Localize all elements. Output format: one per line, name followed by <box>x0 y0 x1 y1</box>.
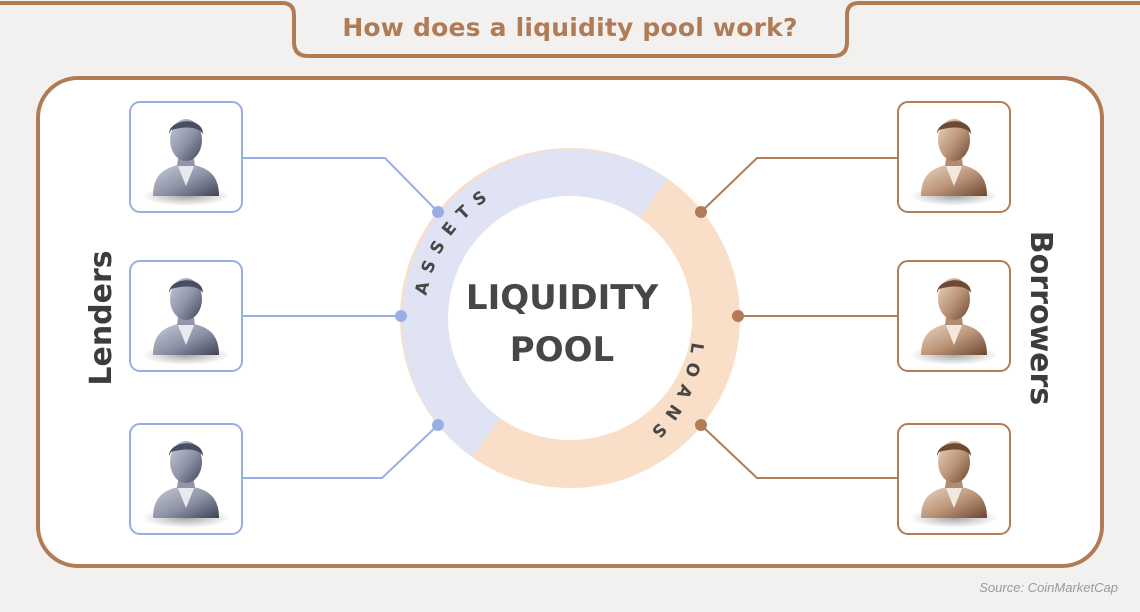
borrower-1 <box>897 101 1011 213</box>
borrower-dot-1 <box>695 206 707 218</box>
borrower-3 <box>897 423 1011 535</box>
lender-connector-1 <box>243 157 439 213</box>
pool-title: LIQUIDITY POOL <box>452 272 672 376</box>
title-tab <box>0 1 1140 58</box>
lender-dot-1 <box>432 206 444 218</box>
lender-connector-3 <box>243 424 439 479</box>
pool-title-line1: LIQUIDITY <box>465 278 659 318</box>
lender-dots <box>395 206 444 431</box>
lender-connectors <box>243 157 439 479</box>
lender-dot-2 <box>395 310 407 322</box>
borrower-connectors <box>700 157 897 479</box>
borrower-dot-3 <box>695 419 707 431</box>
lender-2 <box>129 260 243 372</box>
pool-title-line2: POOL <box>509 330 615 370</box>
lender-1 <box>129 101 243 213</box>
borrowers-label: Borrowers <box>1023 230 1058 406</box>
borrower-dot-2 <box>732 310 744 322</box>
page-title: How does a liquidity pool work? <box>342 13 798 42</box>
lender-dot-3 <box>432 419 444 431</box>
lender-3 <box>129 423 243 535</box>
pool-ring-assets-segment <box>402 149 668 458</box>
borrower-dots <box>695 206 744 431</box>
borrower-connector-3 <box>700 424 897 479</box>
lenders-label: Lenders <box>84 250 119 386</box>
source-caption: Source: CoinMarketCap <box>979 580 1118 595</box>
borrower-connector-1 <box>700 157 897 213</box>
borrower-2 <box>897 260 1011 372</box>
pool-center <box>448 196 692 440</box>
